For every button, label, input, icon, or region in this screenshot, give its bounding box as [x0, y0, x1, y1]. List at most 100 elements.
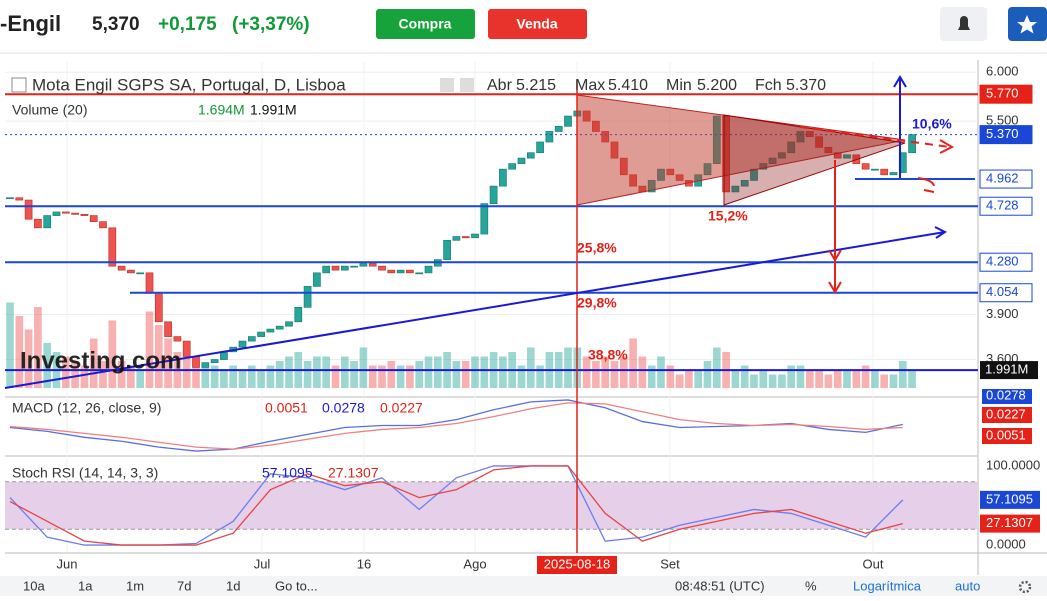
volume-bar: [71, 361, 79, 388]
percent-button[interactable]: %: [805, 578, 817, 593]
legend-icon: [11, 77, 27, 93]
range-button[interactable]: 10a: [23, 578, 45, 593]
level-box: [979, 283, 1033, 303]
volume-bar: [257, 370, 265, 388]
candle: [731, 185, 740, 193]
candle: [173, 336, 182, 342]
time-label: Jul: [254, 556, 271, 571]
volume-bar: [694, 370, 702, 388]
volume-bar: [6, 302, 14, 388]
macd-axis-label: 0.0051: [986, 427, 1026, 442]
volume-bar: [145, 311, 154, 388]
volume-bar: [601, 356, 609, 388]
sell-label[interactable]: Venda: [516, 16, 557, 32]
time-label: Out: [863, 556, 884, 571]
volume-bar: [768, 374, 777, 388]
candle: [508, 163, 517, 170]
candle: [880, 168, 889, 176]
volume-bar: [889, 374, 898, 388]
volume-bar: [229, 365, 237, 388]
candle: [443, 239, 451, 260]
candle: [34, 218, 42, 229]
d-line: [9, 465, 903, 546]
range-button[interactable]: 1m: [126, 578, 144, 593]
buy-button[interactable]: [376, 9, 475, 39]
volume-bar: [685, 370, 693, 388]
candle: [89, 215, 98, 223]
level-box: [979, 252, 1033, 272]
auto-button[interactable]: auto: [955, 578, 980, 593]
annotation: 29,8%: [577, 295, 617, 311]
volume-bar: [610, 361, 619, 388]
annotation: 10,6%: [912, 116, 952, 132]
axis-box: [982, 389, 1032, 404]
ohlc-value: 5.200: [697, 77, 737, 94]
macd-title: MACD (12, 26, close, 9): [12, 400, 161, 416]
range-button[interactable]: 1a: [78, 578, 93, 593]
buy-label[interactable]: Compra: [399, 16, 452, 32]
volume-bar: [871, 370, 879, 388]
time-label: Set: [660, 556, 680, 571]
volume-bar: [396, 365, 405, 388]
candle: [192, 356, 200, 368]
volume-bar: [815, 370, 823, 388]
legend-title: Mota Engil SGPS SA, Portugal, D, Lisboa: [32, 75, 346, 94]
annotation: 15,2%: [708, 208, 748, 224]
watermark: Investing.com: [20, 347, 181, 374]
volume-bar: [331, 365, 340, 388]
level-label: 4.962: [986, 170, 1019, 185]
volume-bar: [833, 370, 842, 388]
log-button[interactable]: Logarítmica: [853, 578, 922, 593]
range-button[interactable]: 7d: [177, 578, 191, 593]
candle: [322, 265, 331, 274]
macd-axis-label: 0.0278: [986, 387, 1026, 402]
volume-bar: [117, 361, 126, 388]
macd-signal: 0.0227: [380, 400, 423, 416]
volume-bar: [461, 361, 470, 388]
settings-icon[interactable]: [1018, 580, 1032, 594]
volume-bar: [666, 365, 675, 388]
volume-bar: [220, 370, 228, 388]
candle: [396, 269, 405, 274]
arrow-head: [917, 139, 955, 193]
macd-axis-label: 0.0227: [986, 406, 1026, 421]
candle: [480, 203, 489, 235]
range-button[interactable]: 1d: [226, 578, 240, 593]
candle: [61, 211, 70, 214]
volume-bar: [713, 347, 721, 388]
macd-value: 0.0278: [322, 400, 365, 416]
volume-bar: [415, 361, 423, 388]
volume-bar: [99, 361, 107, 388]
candle: [554, 125, 563, 132]
candle: [136, 272, 145, 275]
volume-bar: [434, 356, 442, 388]
volume-bar: [368, 365, 377, 388]
stoch-title: Stoch RSI (14, 14, 3, 3): [12, 465, 158, 481]
arrow-head: [934, 226, 947, 239]
volume-bar: [341, 356, 349, 388]
candle: [536, 141, 544, 154]
volume-bar: [731, 370, 740, 388]
goto-button[interactable]: Go to...: [275, 578, 318, 593]
sell-button[interactable]: [488, 9, 587, 39]
volume-axis-label: 1.991M: [985, 362, 1028, 377]
candle: [424, 265, 433, 274]
y-tick-label: 6.000: [986, 64, 1019, 79]
volume-bar: [452, 361, 461, 388]
volume-bar: [703, 361, 712, 388]
arrow-head: [893, 75, 907, 88]
ohlc-label: Abr: [487, 77, 513, 94]
volume-average: 1.694M: [198, 102, 245, 118]
volume-bar: [62, 356, 70, 388]
time-label: Jun: [57, 556, 78, 571]
candle: [406, 269, 414, 274]
legend-icon: [460, 78, 474, 92]
volume-bar: [499, 356, 507, 388]
volume-bar: [527, 347, 535, 388]
annotation: 38,8%: [588, 347, 628, 363]
volume-bar: [182, 356, 191, 388]
volume-bar: [861, 365, 870, 388]
annotation: 25,8%: [577, 240, 617, 256]
level-label: 5.770: [986, 86, 1019, 101]
candle: [247, 336, 256, 342]
